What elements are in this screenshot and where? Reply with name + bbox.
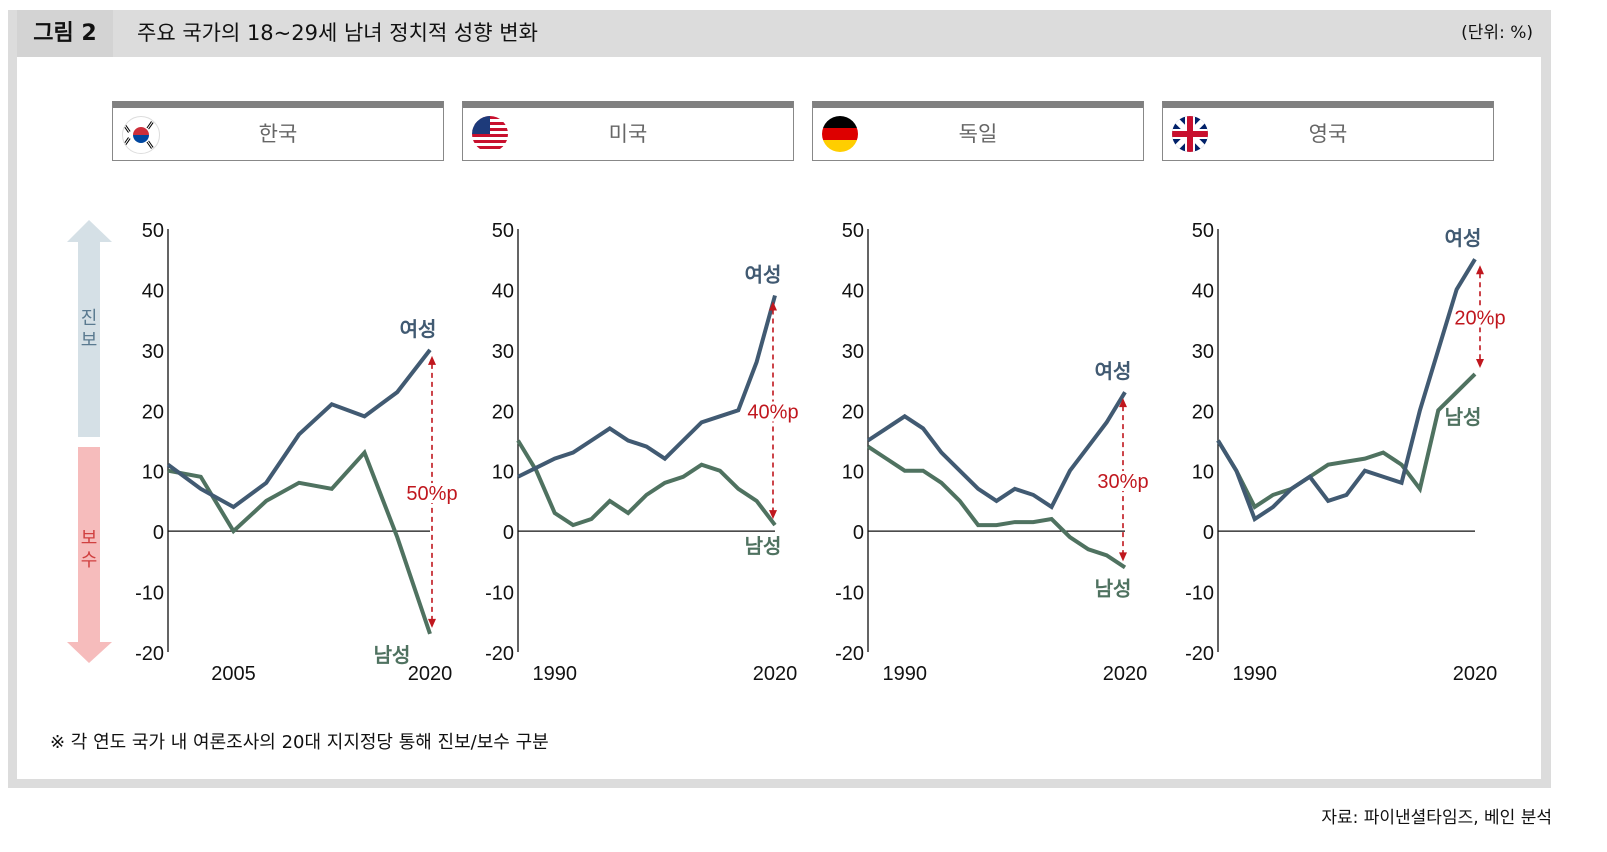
x-tick-label: 2020 — [408, 663, 453, 685]
y-tick-label: 10 — [1192, 462, 1214, 484]
women-label: 여성 — [1095, 359, 1132, 383]
korea-flag-icon — [122, 116, 160, 154]
men-label: 남성 — [745, 534, 782, 558]
progressive-arrow — [67, 220, 112, 437]
y-tick-label: 20 — [142, 401, 164, 423]
men-line — [1216, 372, 1477, 510]
y-tick-label: -20 — [1185, 643, 1214, 665]
y-tick-label: -10 — [835, 583, 864, 605]
x-tick-label: 1990 — [1232, 663, 1277, 685]
country-header-us: 미국 — [462, 101, 794, 161]
country-name: 독일 — [958, 122, 998, 146]
y-tick-label: 10 — [842, 462, 864, 484]
women-line — [1216, 258, 1477, 523]
y-tick-label: -20 — [835, 643, 864, 665]
y-tick-label: 10 — [492, 462, 514, 484]
y-tick-label: 30 — [142, 341, 164, 363]
country-name: 영국 — [1308, 122, 1348, 146]
y-tick-label: -10 — [135, 583, 164, 605]
men-line — [516, 439, 777, 528]
gap-arrow-head-up — [1119, 398, 1127, 408]
y-tick-label: 40 — [842, 280, 864, 302]
y-tick-label: 40 — [492, 280, 514, 302]
gap-label: 20%p — [1454, 308, 1505, 330]
women-line — [517, 294, 777, 479]
footnote: ※ 각 연도 국가 내 여론조사의 20대 지지정당 통해 진보/보수 구분 — [50, 732, 549, 753]
y-tick-label: 0 — [503, 522, 514, 544]
x-tick-label: 2020 — [1103, 663, 1148, 685]
y-tick-label: 30 — [492, 341, 514, 363]
us-flag-icon — [472, 116, 508, 152]
women-line — [866, 391, 1127, 510]
y-tick-label: 50 — [1192, 220, 1214, 242]
x-tick-label: 2005 — [211, 663, 256, 685]
country-header-korea: 한국 — [112, 101, 444, 161]
y-tick-label: 30 — [842, 341, 864, 363]
conservative-arrow — [67, 447, 112, 663]
gap-arrow-head-up — [769, 301, 777, 311]
country-name: 한국 — [258, 122, 298, 146]
gap-arrow-head-down — [769, 510, 777, 520]
y-tick-label: 0 — [1203, 522, 1214, 544]
country-header-uk: 영국 — [1162, 101, 1494, 161]
uk-flag-icon — [1172, 116, 1208, 152]
men-line — [167, 448, 432, 635]
gap-label: 40%p — [747, 401, 798, 423]
gap-arrow-head-up — [1476, 265, 1484, 275]
men-label: 남성 — [1445, 405, 1482, 429]
women-label: 여성 — [400, 317, 437, 341]
y-tick-label: 40 — [142, 280, 164, 302]
y-tick-label: 10 — [142, 462, 164, 484]
y-tick-label: 30 — [1192, 341, 1214, 363]
women-label: 여성 — [745, 262, 782, 286]
gap-label: 50%p — [406, 483, 457, 505]
x-tick-label: 1990 — [882, 663, 927, 685]
unit-label: (단위: %) — [1461, 23, 1533, 43]
gap-arrow-head-up — [428, 355, 436, 365]
y-tick-label: 20 — [1192, 401, 1214, 423]
figure-panel — [17, 57, 1541, 779]
men-label: 남성 — [1095, 576, 1132, 600]
men-line — [866, 444, 1127, 570]
figure-label: 그림 2 — [17, 10, 113, 57]
x-tick-label: 2020 — [1453, 663, 1498, 685]
y-tick-label: 0 — [853, 522, 864, 544]
y-tick-label: 20 — [492, 401, 514, 423]
gap-arrow-head-down — [1476, 359, 1484, 369]
country-header-germany: 독일 — [812, 101, 1144, 161]
y-tick-label: -20 — [135, 643, 164, 665]
gap-arrow-head-down — [1119, 552, 1127, 562]
y-tick-label: -10 — [1185, 583, 1214, 605]
country-name: 미국 — [608, 122, 648, 146]
men-label: 남성 — [374, 643, 411, 667]
figure-title: 주요 국가의 18~29세 남녀 정치적 성향 변화 — [137, 21, 538, 45]
x-tick-label: 1990 — [532, 663, 577, 685]
y-tick-label: 40 — [1192, 280, 1214, 302]
gap-label: 30%p — [1097, 471, 1148, 493]
y-tick-label: 50 — [842, 220, 864, 242]
y-tick-label: -20 — [485, 643, 514, 665]
y-tick-label: 20 — [842, 401, 864, 423]
source-note: 자료: 파이낸셜타임즈, 베인 분석 — [1321, 808, 1552, 828]
germany-flag-icon — [822, 116, 858, 152]
y-tick-label: 50 — [142, 220, 164, 242]
women-label: 여성 — [1445, 226, 1482, 250]
y-tick-label: 0 — [153, 522, 164, 544]
y-tick-label: 50 — [492, 220, 514, 242]
x-tick-label: 2020 — [753, 663, 798, 685]
gap-arrow-head-down — [428, 618, 436, 628]
y-tick-label: -10 — [485, 583, 514, 605]
